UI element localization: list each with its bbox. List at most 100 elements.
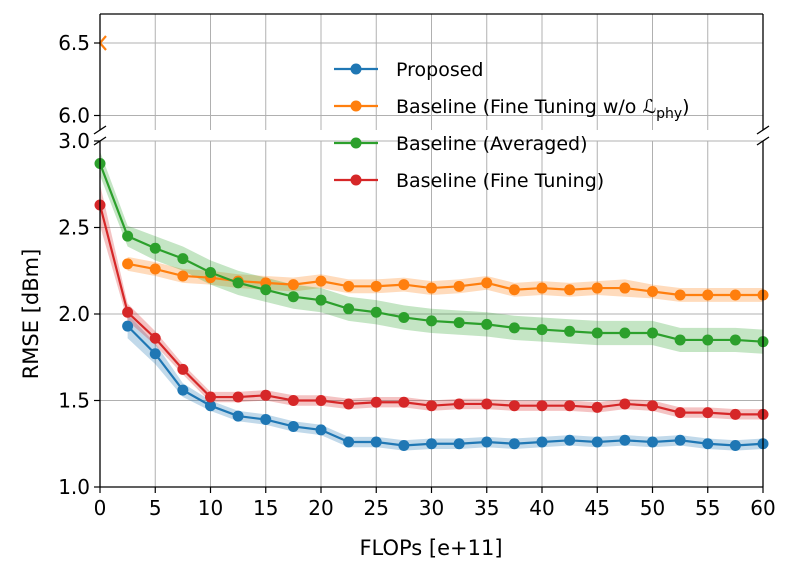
- fine_tuning_wo_phy-point: [591, 282, 603, 294]
- fine_tuning_wo_phy-point: [619, 282, 631, 294]
- fine_tuning-point: [287, 395, 299, 406]
- axis-break-mark: [93, 125, 107, 135]
- y-tick-label: 1.0: [58, 475, 90, 499]
- fine_tuning_wo_phy-point: [453, 280, 465, 292]
- legend-marker-fine_tuning_wo_phy: [350, 100, 362, 112]
- fine_tuning_wo_phy-point: [481, 277, 493, 289]
- proposed-point: [260, 414, 272, 426]
- averaged-point: [370, 306, 382, 318]
- proposed-point: [315, 424, 327, 436]
- fine_tuning_wo_phy-point: [674, 289, 686, 301]
- proposed-point: [149, 348, 161, 360]
- x-tick-label: 10: [198, 496, 223, 520]
- fine_tuning_wo_phy-point: [536, 282, 548, 294]
- proposed-point: [370, 436, 382, 448]
- fine_tuning-point: [453, 398, 465, 410]
- averaged-point: [398, 311, 410, 323]
- proposed-point: [647, 436, 658, 448]
- averaged-point: [426, 315, 437, 327]
- fine_tuning-point: [729, 408, 741, 420]
- averaged-point: [591, 327, 603, 339]
- proposed-point: [453, 438, 465, 450]
- fine_tuning-point: [232, 391, 244, 403]
- averaged-point: [232, 277, 244, 289]
- proposed-point: [177, 384, 189, 396]
- averaged-point: [260, 284, 272, 296]
- y-tick-label: 2.0: [58, 302, 90, 326]
- fine_tuning_wo_phy-point: [729, 289, 741, 301]
- fine_tuning-point: [177, 363, 189, 375]
- averaged-point: [702, 334, 714, 346]
- averaged-point: [205, 266, 216, 278]
- y-tick-label: 6.0: [58, 104, 90, 128]
- fine_tuning_wo_phy-point: [177, 270, 189, 282]
- proposed-point: [232, 410, 244, 422]
- x-tick-label: 0: [94, 496, 107, 520]
- fine_tuning-point: [619, 398, 631, 410]
- fine_tuning_wo_phy-point: [370, 280, 382, 292]
- proposed-point: [674, 434, 686, 446]
- x-tick-label: 45: [585, 496, 610, 520]
- proposed-point: [481, 436, 493, 448]
- proposed-point: [508, 438, 520, 450]
- x-tick-label: 20: [308, 496, 333, 520]
- fine_tuning_wo_phy-point: [426, 282, 437, 294]
- x-tick-label: 15: [253, 496, 278, 520]
- upper-axis-panel: 6.0 6.5: [58, 13, 764, 130]
- fine_tuning-point: [426, 400, 437, 412]
- axis-break-mark: [756, 125, 770, 135]
- proposed-point: [122, 320, 134, 332]
- proposed-point: [536, 436, 548, 448]
- fine_tuning-point: [536, 400, 548, 412]
- fine_tuning_wo_phy-point: [647, 286, 658, 298]
- fine_tuning_wo_phy-point: [702, 289, 714, 301]
- fine_tuning-point: [674, 407, 686, 419]
- fine_tuning-point: [508, 400, 520, 412]
- x-tick-label: 40: [529, 496, 554, 520]
- x-tick-label: 5: [149, 496, 162, 520]
- legend-label-averaged: Baseline (Averaged): [396, 133, 588, 155]
- x-tick-label: 55: [695, 496, 720, 520]
- averaged-point: [647, 327, 658, 339]
- x-tick-label: 30: [419, 496, 444, 520]
- axis-break-mark: [756, 136, 770, 146]
- fine_tuning_wo_phy-confidence-band: [127, 256, 763, 302]
- fine_tuning_wo_phy-point: [398, 279, 410, 291]
- fine_tuning-point: [591, 401, 603, 413]
- averaged-point: [674, 334, 686, 346]
- x-tick-label: 35: [474, 496, 499, 520]
- averaged-point: [729, 334, 741, 346]
- fine_tuning-point: [260, 389, 272, 401]
- x-tick-label: 60: [750, 496, 775, 520]
- proposed-point: [398, 439, 410, 451]
- x-tick-label: 25: [364, 496, 389, 520]
- x-tick-label: 50: [640, 496, 665, 520]
- averaged-confidence-band: [100, 151, 763, 354]
- legend-label-fine_tuning: Baseline (Fine Tuning): [396, 170, 604, 192]
- fine_tuning-point: [343, 398, 355, 410]
- fine_tuning-point: [398, 396, 410, 408]
- fine_tuning-point: [564, 400, 576, 412]
- legend: Proposed Baseline (Fine Tuning w/o ℒphy) B…: [334, 59, 690, 192]
- averaged-point: [122, 230, 134, 242]
- legend-marker-proposed: [350, 63, 362, 75]
- proposed-point: [426, 438, 437, 450]
- fine_tuning-point: [370, 396, 382, 408]
- averaged-point: [343, 303, 355, 315]
- proposed-point: [591, 436, 603, 448]
- y-tick-label: 2.5: [58, 216, 90, 240]
- y-tick-label: 3.0: [58, 129, 90, 153]
- proposed-point: [564, 434, 576, 446]
- proposed-point: [702, 438, 714, 450]
- averaged-point: [508, 322, 520, 334]
- proposed-point: [729, 439, 741, 451]
- fine_tuning-point: [122, 306, 134, 318]
- fine_tuning_wo_phy-point: [315, 275, 327, 287]
- averaged-point: [287, 291, 299, 303]
- averaged-point: [619, 327, 631, 339]
- proposed-point: [205, 400, 216, 412]
- averaged-point: [564, 325, 576, 337]
- legend-label-proposed: Proposed: [396, 59, 483, 81]
- x-axis-label: FLOPs [e+11]: [359, 536, 502, 560]
